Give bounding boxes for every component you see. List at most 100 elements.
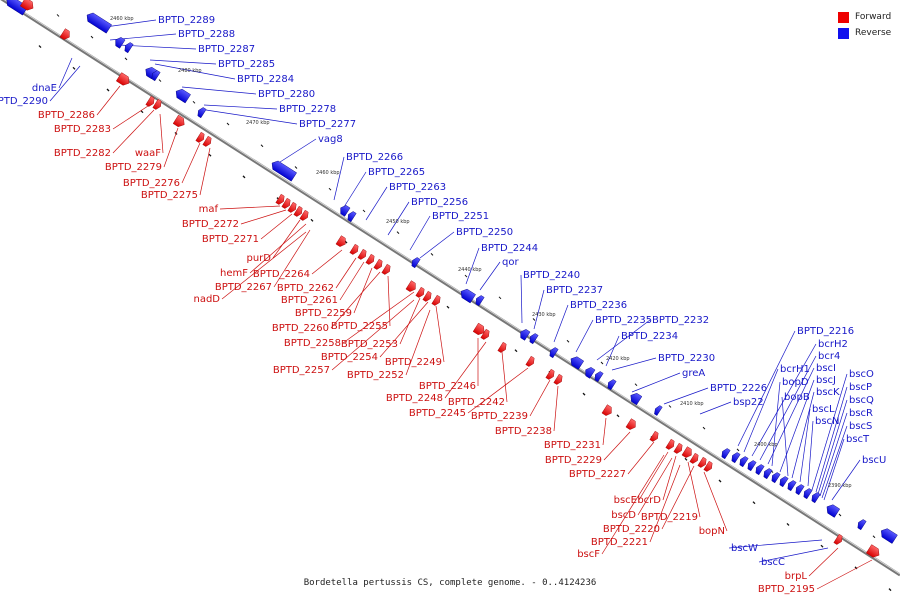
dash-mark-upper	[328, 187, 332, 191]
gene-forward-21	[422, 290, 432, 302]
reverse-gene-label: BPTD_2250	[456, 227, 513, 238]
leader-line	[781, 396, 789, 477]
reverse-gene-label: bscC	[761, 557, 785, 568]
reverse-gene-label: BPTD_2285	[218, 59, 275, 70]
gene-reverse-32	[795, 484, 805, 496]
dash-mark-upper	[158, 79, 162, 82]
leader-line	[663, 387, 709, 405]
leader-line	[758, 547, 829, 563]
forward-gene-label: BPTD_2231	[544, 440, 601, 451]
scale-tick-label: 2460 kbp	[316, 170, 340, 176]
gene-forward-7	[202, 135, 212, 147]
gene-forward-17	[373, 258, 383, 270]
leader-line	[343, 171, 367, 208]
leader-line	[159, 113, 164, 154]
leader-line	[823, 438, 845, 501]
reverse-gene-label: qor	[502, 257, 519, 268]
gene-reverse-36	[857, 519, 867, 531]
forward-gene-label: BPTD_2221	[591, 537, 648, 548]
gene-reverse-37	[881, 528, 898, 544]
forward-gene-label: waaF	[135, 148, 161, 159]
reverse-gene-label: BPTD_2290	[0, 96, 48, 107]
leader-line	[387, 275, 391, 327]
leader-line	[154, 63, 236, 80]
reverse-gene-label: bscK	[816, 387, 840, 398]
gene-reverse-20	[607, 379, 617, 391]
gene-forward-10	[287, 201, 297, 213]
dash-mark-lower	[718, 479, 722, 483]
reverse-gene-label: BPTD_2230	[658, 353, 715, 364]
reverse-gene-label: bsp22	[733, 397, 764, 408]
leader-line	[387, 201, 410, 236]
legend: Forward Reverse	[838, 9, 891, 41]
gene-forward-19	[405, 280, 416, 292]
dash-mark-upper	[192, 100, 196, 104]
gene-reverse-33	[803, 488, 813, 500]
forward-gene-label: BPTD_2279	[105, 162, 162, 173]
gene-forward-14	[349, 243, 359, 255]
leader-line	[520, 274, 523, 324]
reverse-gene-label: bscQ	[849, 395, 874, 406]
leader-line	[799, 408, 811, 483]
gene-forward-35	[689, 452, 699, 464]
leader-line	[419, 231, 455, 259]
reverse-gene-label: BPTD_2289	[158, 15, 215, 26]
forward-gene-label: BPTD_2260	[272, 323, 329, 334]
forward-gene-label: brpL	[785, 571, 808, 582]
reverse-gene-label: BPTD_2237	[546, 285, 603, 296]
reverse-gene-label: bscJ	[816, 375, 836, 386]
scale-tick-label: 2480 kbp	[178, 68, 202, 74]
leader-line	[353, 267, 373, 314]
dash-mark-upper	[498, 296, 502, 300]
gene-forward-36	[697, 456, 707, 468]
reverse-gene-label: BPTD_2280	[258, 89, 315, 100]
gene-reverse-15	[529, 333, 539, 345]
gene-reverse-31	[787, 480, 797, 492]
gene-forward-18	[381, 263, 391, 275]
leader-line	[601, 454, 665, 555]
leader-line	[815, 386, 848, 493]
forward-gene-label: BPTD_2245	[409, 408, 466, 419]
dash-mark-lower	[208, 153, 212, 157]
leader-line	[240, 209, 287, 225]
leader-line	[311, 249, 343, 275]
dash-mark-upper	[294, 166, 298, 169]
leader-line	[596, 319, 651, 361]
reverse-gene-label: BPTD_2288	[178, 29, 235, 40]
forward-gene-label: BPTD_2238	[495, 426, 552, 437]
dash-mark-upper	[566, 339, 570, 343]
forward-gene-label: BPTD_2229	[545, 455, 602, 466]
gene-reverse-10	[347, 211, 357, 223]
gene-forward-15	[357, 248, 367, 260]
leader-line	[112, 105, 149, 130]
reverse-gene-label: BPTD_2236	[570, 300, 627, 311]
reverse-gene-label: bcrH2	[818, 339, 848, 350]
forward-gene-label: BPTD_2282	[54, 148, 111, 159]
leader-line	[333, 156, 345, 201]
reverse-gene-label: BPTD_2287	[198, 44, 255, 55]
gene-reverse-25	[739, 456, 749, 468]
reverse-gene-label: BPTD_2244	[481, 243, 538, 254]
reverse-swatch	[838, 27, 849, 39]
leader-line	[791, 391, 815, 479]
gene-reverse-3	[124, 42, 134, 54]
leader-line	[365, 186, 388, 221]
gene-reverse-18	[585, 367, 596, 379]
leader-line	[249, 223, 307, 274]
scale-tick-label: 2390 kbp	[828, 483, 852, 489]
leader-line	[435, 305, 445, 363]
leader-line	[529, 379, 551, 417]
reverse-gene-label: BPTD_2278	[279, 104, 336, 115]
forward-gene-label: BPTD_2242	[448, 397, 505, 408]
leader-line	[181, 86, 257, 95]
dash-mark-upper	[124, 57, 128, 61]
gene-reverse-2	[115, 37, 126, 49]
forward-gene-label: BPTD_2219	[641, 512, 698, 523]
leader-line	[821, 425, 848, 499]
scale-tick-label: 2400 kbp	[754, 442, 778, 448]
scale-tick-label: 2470 kbp	[246, 120, 270, 126]
scale-tick-label: 2460 kbp	[110, 16, 134, 22]
gene-reverse-1	[86, 12, 112, 34]
leader-line	[339, 261, 365, 301]
gene-reverse-11	[411, 257, 421, 269]
